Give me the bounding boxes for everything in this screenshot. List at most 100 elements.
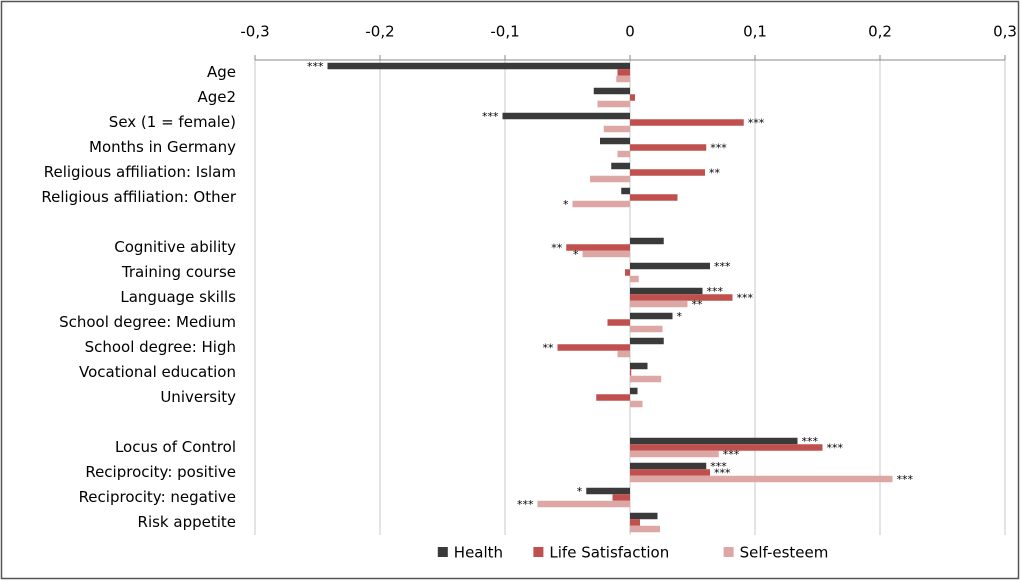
significance-label: ** <box>551 242 563 255</box>
y-tick-label: Religious affiliation: Islam <box>44 163 236 181</box>
bar <box>327 62 630 70</box>
y-tick-label: Language skills <box>120 288 236 306</box>
bar <box>630 375 662 383</box>
significance-label: ** <box>709 167 721 180</box>
bar <box>630 475 893 483</box>
x-tick-label: 0,2 <box>868 23 892 41</box>
y-tick-label: Religious affiliation: Other <box>41 188 236 206</box>
bar <box>630 519 640 526</box>
bar <box>630 325 663 333</box>
bar <box>612 494 630 501</box>
bar <box>582 250 630 258</box>
y-tick-label: Training course <box>121 263 236 281</box>
bar <box>630 337 664 345</box>
bar <box>630 287 703 295</box>
x-tick-label: -0,2 <box>365 23 394 41</box>
bar <box>630 525 660 533</box>
y-tick-label: Risk appetite <box>138 513 236 531</box>
bar <box>607 319 630 326</box>
bar <box>586 487 630 495</box>
bar <box>617 350 630 358</box>
significance-label: *** <box>710 142 727 155</box>
x-tick-label: 0,1 <box>743 23 767 41</box>
significance-label: *** <box>517 498 534 511</box>
bar <box>630 469 710 476</box>
significance-label: *** <box>714 260 731 273</box>
bar <box>611 162 630 170</box>
legend-swatch <box>533 547 544 557</box>
bar <box>630 262 710 270</box>
y-tick-label: Reciprocity: positive <box>85 463 236 481</box>
bar <box>617 69 630 76</box>
bar <box>630 312 673 320</box>
bar <box>630 300 688 308</box>
legend-swatch <box>437 547 448 557</box>
y-tick-label: Locus of Control <box>115 438 236 456</box>
bar <box>630 94 635 101</box>
bar <box>603 125 630 133</box>
bar <box>593 87 630 95</box>
significance-label: *** <box>748 117 765 130</box>
bar <box>630 362 648 370</box>
significance-label: *** <box>723 448 740 461</box>
bar <box>630 294 733 301</box>
significance-label: *** <box>482 110 499 123</box>
bar <box>621 187 630 195</box>
bar <box>630 400 643 408</box>
bar <box>625 269 630 276</box>
bar <box>630 144 707 151</box>
y-tick-label: School degree: High <box>85 338 236 356</box>
bar <box>630 437 798 445</box>
x-tick-label: -0,3 <box>240 23 269 41</box>
bar <box>502 112 630 120</box>
bar <box>630 369 632 376</box>
significance-label: * <box>573 248 579 261</box>
bar <box>630 194 678 201</box>
significance-label: *** <box>307 60 324 73</box>
bar <box>557 344 630 351</box>
significance-label: * <box>577 485 583 498</box>
legend-label: Life Satisfaction <box>549 544 669 562</box>
bar <box>630 275 639 283</box>
x-tick-label: -0,1 <box>490 23 519 41</box>
y-tick-label: University <box>160 388 236 406</box>
y-tick-label: Cognitive ability <box>114 238 236 256</box>
bar <box>596 394 630 401</box>
significance-label: *** <box>710 460 727 473</box>
significance-label: * <box>563 198 569 211</box>
significance-label: *** <box>827 442 844 455</box>
y-tick-label: Age2 <box>197 88 236 106</box>
bar <box>630 169 705 176</box>
bar <box>630 119 744 126</box>
bar <box>616 75 630 83</box>
bar <box>590 175 630 183</box>
bar <box>630 462 707 470</box>
significance-label: *** <box>897 473 914 486</box>
bar <box>630 444 823 451</box>
bar <box>630 450 719 458</box>
bar <box>572 200 630 208</box>
bar <box>600 137 630 145</box>
legend-swatch <box>723 547 734 557</box>
bar <box>566 244 630 251</box>
y-tick-label: Reciprocity: negative <box>79 488 236 506</box>
bar <box>597 100 630 108</box>
y-tick-label: School degree: Medium <box>59 313 236 331</box>
bar <box>537 500 630 508</box>
bar <box>630 387 638 395</box>
significance-label: ** <box>692 298 704 311</box>
significance-label: ** <box>543 342 555 355</box>
y-tick-label: Months in Germany <box>89 138 236 156</box>
y-tick-label: Sex (1 = female) <box>109 113 236 131</box>
bar <box>630 512 658 520</box>
bar <box>617 150 630 158</box>
legend-label: Health <box>454 544 503 562</box>
y-tick-label: Age <box>207 63 236 81</box>
significance-label: * <box>677 310 683 323</box>
bar <box>630 237 664 245</box>
y-tick-label: Vocational education <box>79 363 236 381</box>
x-tick-label: 0,3 <box>993 23 1017 41</box>
x-tick-label: 0 <box>625 23 635 41</box>
